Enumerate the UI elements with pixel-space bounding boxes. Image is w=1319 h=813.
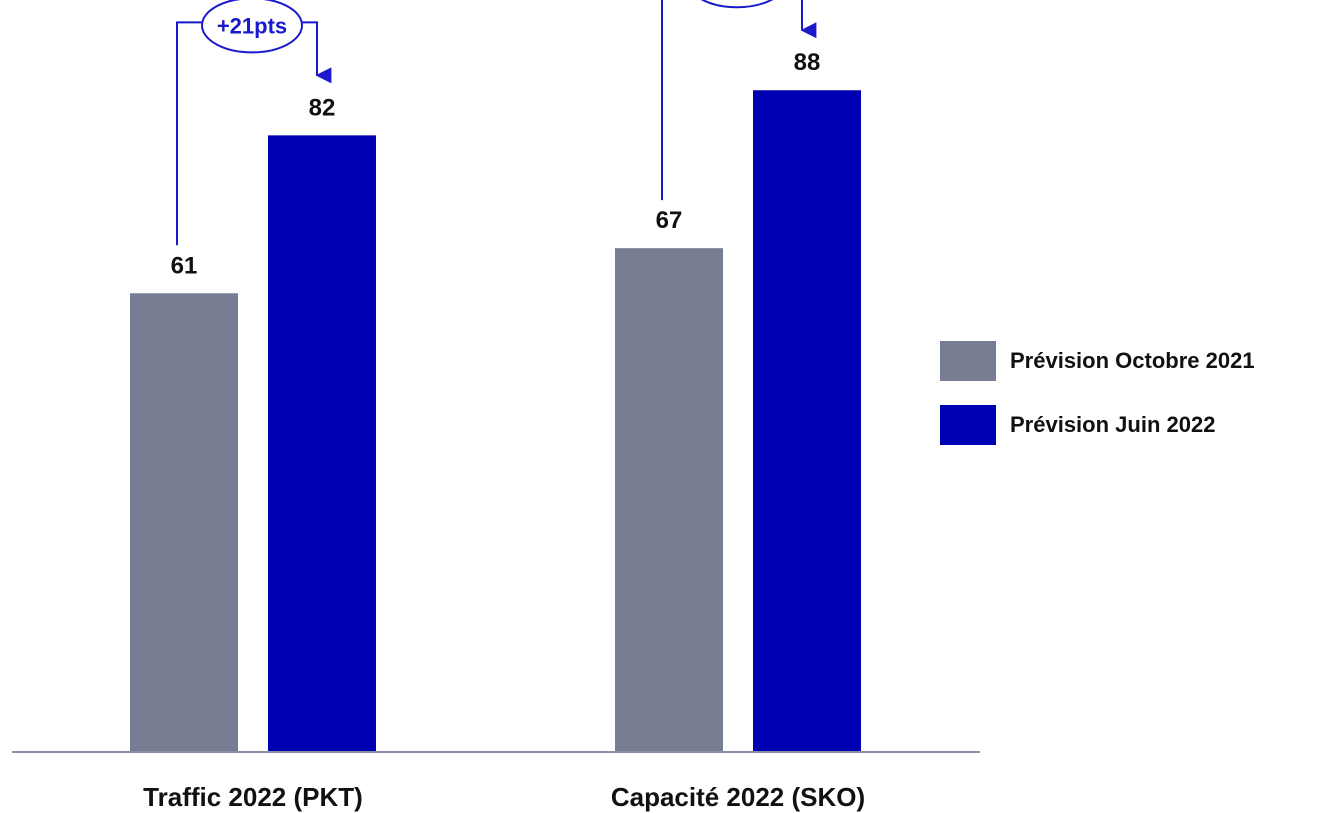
legend-label-juin-2022: Prévision Juin 2022 [1010, 412, 1216, 437]
delta-connector-arrow [176, 21, 317, 246]
delta-label: +21pts [217, 13, 287, 38]
category-label-capacit-2022-sko: Capacité 2022 (SKO) [611, 782, 865, 812]
legend-item-octobre-2021: Prévision Octobre 2021 [940, 340, 1255, 382]
legend-swatch-juin-2022 [940, 405, 996, 445]
legend-item-juin-2022: Prévision Juin 2022 [940, 404, 1255, 446]
bar-traffic-2022-pkt-pr-vision-octobre-2021 [130, 293, 238, 752]
value-label: 61 [171, 252, 198, 279]
bar-capacit-2022-sko-pr-vision-octobre-2021 [615, 248, 723, 752]
bar-traffic-2022-pkt-pr-vision-juin-2022 [268, 135, 376, 753]
delta-connector-arrow [661, 0, 802, 201]
bar-capacit-2022-sko-pr-vision-juin-2022 [753, 90, 861, 753]
value-label: 67 [656, 207, 683, 234]
legend-swatch-octobre-2021 [940, 341, 996, 381]
delta-bubble [201, 0, 303, 54]
legend: Prévision Octobre 2021 Prévision Juin 20… [940, 340, 1255, 468]
legend-label-octobre-2021: Prévision Octobre 2021 [1010, 348, 1255, 373]
value-label: 88 [794, 49, 821, 76]
value-label: 82 [309, 94, 336, 121]
category-label-traffic-2022-pkt: Traffic 2022 (PKT) [143, 782, 363, 812]
delta-bubble [700, 0, 774, 9]
